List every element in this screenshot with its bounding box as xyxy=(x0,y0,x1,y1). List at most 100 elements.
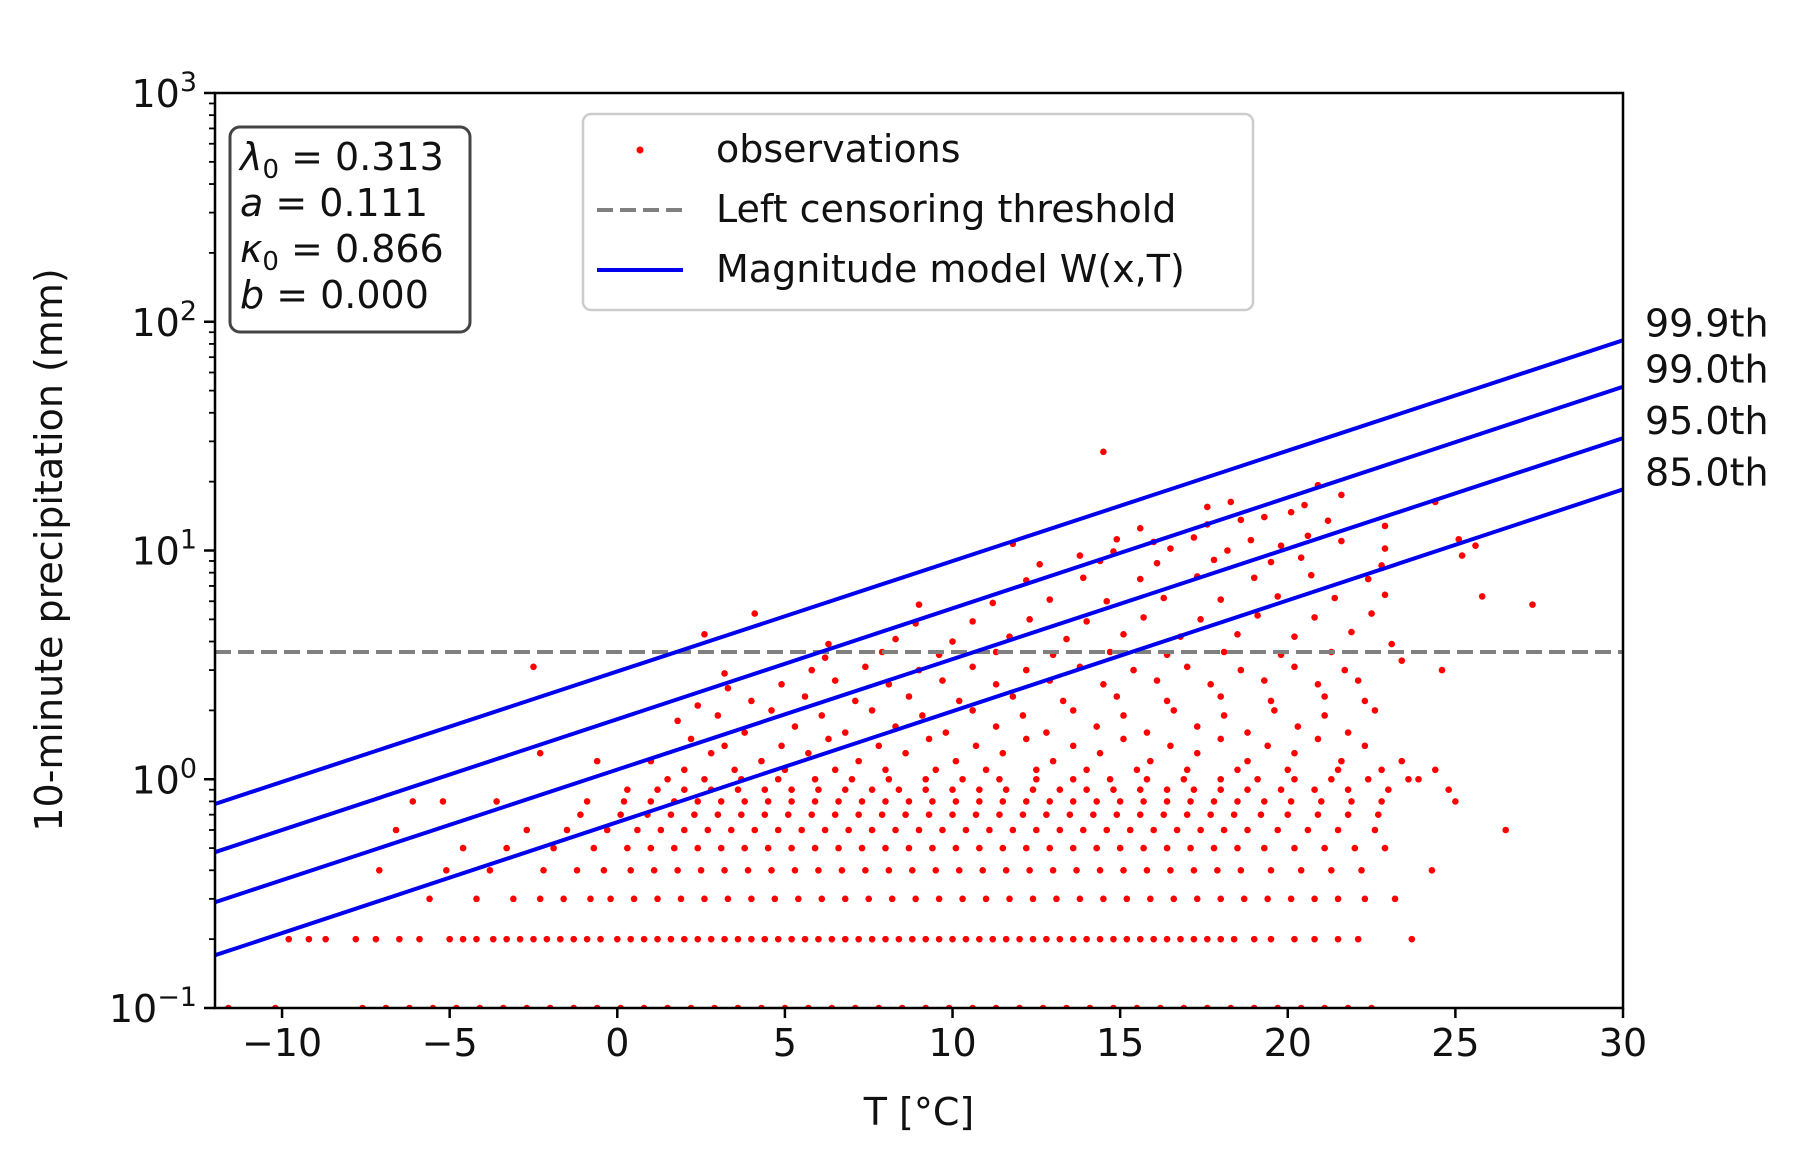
observation-point xyxy=(1284,811,1292,818)
observation-point xyxy=(1033,775,1040,783)
observation-point xyxy=(801,935,809,943)
observation-point xyxy=(1237,516,1245,524)
observation-point xyxy=(1374,811,1382,818)
observation-point xyxy=(1103,597,1111,605)
observation-point xyxy=(1009,693,1017,700)
observation-point xyxy=(1341,666,1349,674)
observation-point xyxy=(1140,844,1147,852)
observation-point xyxy=(1274,826,1282,834)
observation-point xyxy=(1190,534,1198,541)
observation-point xyxy=(989,935,997,943)
observation-point xyxy=(976,786,983,794)
observation-point xyxy=(1120,631,1127,638)
observation-point xyxy=(811,798,819,805)
observation-point xyxy=(322,935,329,943)
y-tick-label: 100 xyxy=(131,753,197,802)
observation-point xyxy=(1217,786,1225,794)
observation-point xyxy=(751,826,759,834)
observation-point xyxy=(908,866,916,874)
observation-point xyxy=(895,786,903,794)
observation-point xyxy=(865,895,873,903)
observation-point xyxy=(1361,742,1369,750)
observation-point xyxy=(503,935,510,943)
observation-point xyxy=(748,697,755,705)
observation-point xyxy=(905,693,913,700)
legend: observations Left censoring threshold Ma… xyxy=(581,112,1255,312)
observation-point xyxy=(764,844,772,852)
observation-point xyxy=(1093,798,1100,805)
observation-point xyxy=(654,935,661,943)
observation-point xyxy=(1428,866,1436,874)
parameter-line: κ0 = 0.866 xyxy=(240,227,444,277)
observation-point xyxy=(714,712,722,719)
observation-point xyxy=(1334,895,1342,903)
observation-point xyxy=(768,707,775,714)
observation-point xyxy=(1204,503,1211,511)
observation-point xyxy=(858,844,866,852)
observation-point xyxy=(1207,811,1214,818)
observation-point xyxy=(701,895,708,903)
parameter-line: λ0 = 0.313 xyxy=(238,135,444,185)
observation-point xyxy=(473,895,480,903)
observation-point xyxy=(1224,547,1231,554)
observation-point xyxy=(828,935,836,943)
observation-point xyxy=(1331,594,1338,602)
observation-point xyxy=(1167,866,1174,874)
observation-point xyxy=(1136,935,1144,943)
observation-point xyxy=(902,811,909,818)
legend-observations-marker xyxy=(636,146,644,154)
observation-point xyxy=(751,610,759,617)
observation-point xyxy=(352,935,360,943)
observation-point xyxy=(1220,648,1228,656)
observation-point xyxy=(1311,935,1318,943)
observation-point xyxy=(976,935,983,943)
observation-point xyxy=(741,798,748,805)
observation-point xyxy=(888,895,896,903)
observation-point xyxy=(1452,798,1459,805)
observation-point xyxy=(1147,757,1154,765)
observation-point xyxy=(1100,681,1107,688)
observation-point xyxy=(788,844,795,852)
observation-point xyxy=(1287,508,1295,516)
observation-point xyxy=(624,844,631,852)
y-axis-label: 10-minute precipitation (mm) xyxy=(27,268,71,831)
observation-point xyxy=(758,757,765,765)
observation-point xyxy=(1210,556,1218,564)
x-tick-label: −5 xyxy=(422,1021,478,1065)
observation-point xyxy=(882,798,889,805)
observation-point xyxy=(774,775,782,783)
observation-point xyxy=(1321,712,1328,719)
observation-point xyxy=(932,866,940,874)
observation-point xyxy=(1264,895,1271,903)
observation-point xyxy=(1193,895,1201,903)
observation-point xyxy=(489,935,497,943)
observation-point xyxy=(1321,693,1328,700)
observation-point xyxy=(1090,811,1097,818)
observation-point xyxy=(1187,798,1194,805)
observation-point xyxy=(1006,895,1013,903)
observation-point xyxy=(882,935,889,943)
observation-point xyxy=(1267,558,1275,566)
observation-point xyxy=(1043,811,1050,818)
observation-point xyxy=(1140,614,1147,621)
observation-point xyxy=(1405,775,1412,783)
observation-point xyxy=(841,729,849,736)
observation-point xyxy=(1143,729,1151,736)
observation-point xyxy=(825,640,832,648)
observation-point xyxy=(681,935,688,943)
observation-point xyxy=(788,798,795,805)
observation-point xyxy=(1150,935,1157,943)
observation-point xyxy=(1110,786,1117,794)
observation-point xyxy=(1230,811,1238,818)
observation-point xyxy=(1163,798,1171,805)
observation-point xyxy=(536,749,544,757)
observation-point xyxy=(1348,798,1355,805)
observation-point xyxy=(952,798,960,805)
observation-point xyxy=(1167,742,1174,750)
observation-point xyxy=(681,826,688,834)
observation-point xyxy=(1120,866,1127,874)
observation-point xyxy=(878,811,886,818)
legend-observations-label: observations xyxy=(716,127,961,171)
observation-point xyxy=(774,935,782,943)
observation-point xyxy=(550,844,557,852)
